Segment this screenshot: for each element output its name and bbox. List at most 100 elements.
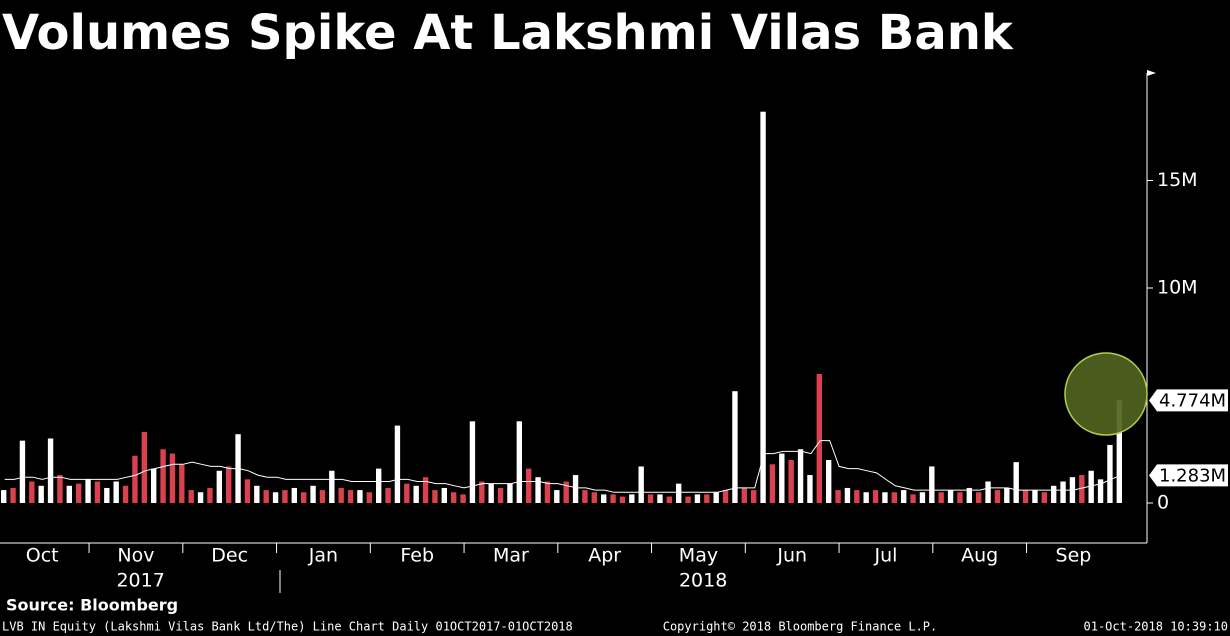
bar [94,481,101,503]
bar [282,490,288,503]
value-tag-label: 4.774M [1159,390,1226,411]
bar [769,464,776,503]
x-tick-label: Nov [117,545,154,567]
bar [301,492,307,503]
bar [385,487,391,503]
x-tick-label: May [679,545,718,567]
bar [685,496,691,503]
bar [554,490,560,503]
average-line [4,440,1121,493]
bar [966,487,972,503]
bar [57,475,63,503]
bar [432,490,438,503]
bar [1013,462,1019,503]
bar [141,432,147,503]
bar [863,492,869,503]
bar [872,490,879,503]
x-tick-label: Oct [26,545,59,567]
bar [169,453,176,503]
bar [188,490,194,503]
bar [479,481,485,503]
bar [366,492,372,503]
bar [1088,470,1094,503]
bar [263,490,269,503]
bar [404,483,410,503]
bar [544,481,551,503]
bar [751,490,757,503]
bar [816,374,822,503]
bar [891,492,897,503]
bar [647,494,654,503]
bar [722,490,729,503]
bar [957,492,963,503]
bar [1,490,7,503]
bar [104,487,110,503]
bar [422,477,429,503]
bar [254,485,260,503]
bar [676,483,682,503]
bar [197,492,204,503]
bar [779,453,785,503]
bar [572,475,579,503]
y-tick-label: 15M [1157,169,1198,191]
bar [704,494,710,503]
bar [882,492,888,503]
bar [854,490,860,503]
bar [610,494,616,503]
x-tick-label: Feb [400,545,434,567]
x-tick-label: Jul [873,545,897,567]
bar [1032,490,1038,503]
bar [591,492,597,503]
x-tick-label: Jan [308,545,338,567]
bar [619,496,626,503]
bar [310,485,316,503]
bar [10,487,16,503]
bar [160,449,166,503]
source: Source: Bloomberg [6,596,178,615]
value-tag [1149,389,1228,412]
bar [788,460,794,503]
bar [901,490,907,503]
bar [1116,400,1122,503]
bar [488,483,494,503]
bar [929,466,935,503]
bar [601,494,607,503]
bar [272,492,279,503]
bar [347,490,354,503]
bar [29,481,35,503]
bar [910,494,916,503]
bar [132,455,138,503]
bar [694,494,701,503]
x-tick-label: Jun [776,545,807,567]
bar [216,470,222,503]
bar [413,485,419,503]
bar [741,487,747,503]
bar [329,470,335,503]
value-tag [1149,464,1228,487]
bar [113,481,119,503]
bar [629,494,635,503]
bar [657,494,663,503]
bar [338,487,344,503]
bar [947,490,954,503]
bar [526,468,532,503]
bar [844,487,851,503]
bar [732,391,738,503]
footer-right: 01-Oct-2018 10:39:10 [1084,620,1229,634]
bar [1060,481,1066,503]
bar [1107,444,1113,503]
bar [19,440,26,503]
bar [835,490,841,503]
bar [497,487,504,503]
bar [244,479,251,503]
bar [76,483,82,503]
x-tick-label: Apr [588,545,621,567]
bar [976,492,982,503]
bar [460,494,466,503]
bar [638,466,644,503]
bar [535,477,541,503]
bar [1004,487,1010,503]
bar [666,496,672,503]
bar [179,464,185,503]
bar [507,483,513,503]
